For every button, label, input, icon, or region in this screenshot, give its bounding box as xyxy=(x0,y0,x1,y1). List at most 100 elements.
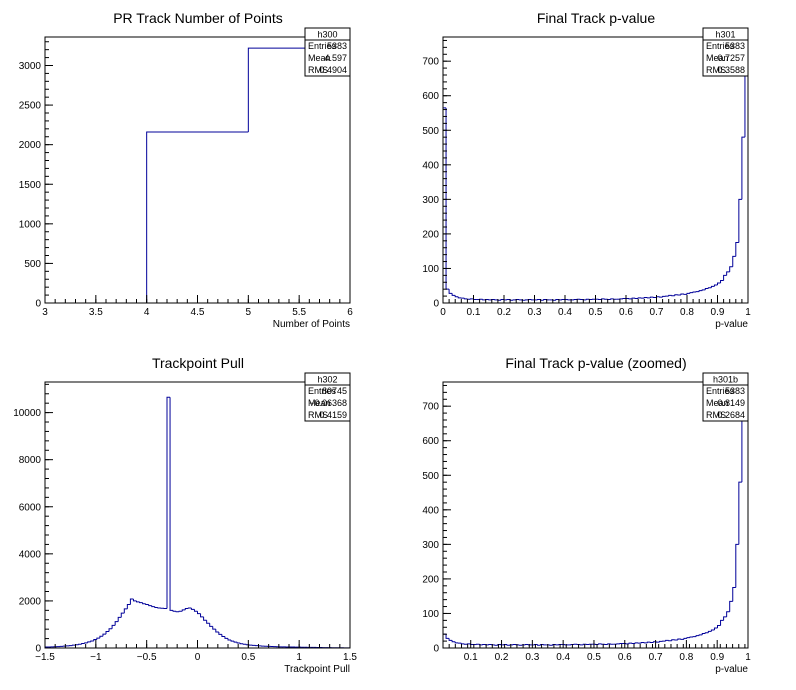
h301b-xtick-label-8: 0.9 xyxy=(710,652,724,663)
h301b-bin-85 xyxy=(701,632,706,635)
h300-frame xyxy=(44,36,351,304)
h301-bin-86 xyxy=(704,287,709,290)
h302-bin-28 xyxy=(129,598,134,605)
h302-bin-64 xyxy=(239,643,244,645)
h301-bin-13 xyxy=(482,299,486,301)
h302-bin-62 xyxy=(233,641,238,643)
h301b-bin-71 xyxy=(659,640,663,643)
h302-ytick-label-2: 4000 xyxy=(19,549,42,560)
h301-xtick-label-2: 0.2 xyxy=(497,307,511,318)
h301b-bin-87 xyxy=(707,630,712,633)
h302-bin-55 xyxy=(212,626,216,630)
h302-ytick-label-1: 2000 xyxy=(19,596,42,607)
h300-xtick-label-0: 3 xyxy=(42,307,48,318)
h300-xtick-label-1: 3.5 xyxy=(89,307,103,318)
h301b-bin-94 xyxy=(729,600,733,612)
h301-bin-2 xyxy=(448,289,453,294)
h302-ytick-label-0: 0 xyxy=(35,644,41,655)
h301b-bin-83 xyxy=(695,635,700,637)
h300-ytick-label-6: 3000 xyxy=(19,61,42,72)
h302-stats-frame xyxy=(304,372,351,422)
h302-bin-53 xyxy=(206,620,210,624)
h301-xtick-label-7: 0.7 xyxy=(650,307,664,318)
h301b-bin-4 xyxy=(454,641,459,644)
h301b-bin-97 xyxy=(738,481,742,545)
h302-bin-56 xyxy=(215,629,219,633)
h301b-bin-18 xyxy=(497,644,501,646)
h301b-xtick-label-9: 1 xyxy=(745,652,751,663)
h302-stats-label-2: RMS xyxy=(308,410,328,420)
h302-bin-57 xyxy=(218,631,222,635)
h302-bin-20 xyxy=(105,631,110,635)
h302-title: Trackpoint Pull xyxy=(152,355,244,371)
h301-bin-87 xyxy=(707,287,712,289)
h301b-bin-90 xyxy=(717,625,721,628)
h302-bin-24 xyxy=(117,616,122,622)
h301b-bin-31 xyxy=(537,644,541,646)
h302-stats-name: h302 xyxy=(317,375,337,385)
h302-xtick-label-3: 0 xyxy=(195,652,201,663)
h300-stats-value-0: 5383 xyxy=(327,41,347,51)
h302-histogram xyxy=(44,396,351,649)
panel-h300: PR Track Number of Points 3 3.5 4 4.5 5 5.5 6 0 5… xyxy=(19,10,353,330)
h301-bin-88 xyxy=(710,285,715,288)
h302-bin-27 xyxy=(126,603,131,609)
h301-stats-value-1: 0.7257 xyxy=(717,53,745,63)
h301-bin-95 xyxy=(732,255,736,267)
h301-stats-label-2: RMS xyxy=(706,65,726,75)
h301-title: Final Track p-value xyxy=(537,10,655,26)
h300-ytick-label-4: 2000 xyxy=(19,140,42,151)
h301b-bin-91 xyxy=(720,619,724,626)
h302-xtick-label-5: 1 xyxy=(296,652,302,663)
h301b-bin-54 xyxy=(607,643,611,645)
h302-bin-35 xyxy=(151,605,155,608)
h301b-ytick-label-7: 700 xyxy=(422,402,439,413)
h302-bin-21 xyxy=(108,628,113,632)
h301b-ytick-label-6: 600 xyxy=(422,436,439,447)
h301b-bin-32 xyxy=(540,644,544,646)
h301b-bin-61 xyxy=(628,642,633,644)
h302-ytick-label-4: 8000 xyxy=(19,455,42,466)
h301b-bin-93 xyxy=(726,611,730,617)
h300-stats-label-1: Mean xyxy=(308,53,331,63)
h301-xtick-label-1: 0.1 xyxy=(467,307,481,318)
h302-bin-25 xyxy=(120,612,125,618)
h301b-frame xyxy=(442,381,749,649)
h301b-xtick-label-3: 0.4 xyxy=(556,652,570,663)
h302-bin-23 xyxy=(114,621,119,626)
h301-ytick-label-1: 100 xyxy=(422,264,439,275)
h302-bin-18 xyxy=(99,635,103,639)
h300-ytick-label-0: 0 xyxy=(35,299,41,310)
h301b-bin-73 xyxy=(665,639,669,642)
h301-bin-97 xyxy=(738,198,742,243)
h302-bin-40 xyxy=(166,396,171,609)
h302-bin-42 xyxy=(172,610,177,612)
h302-xtick-label-0: −1.5 xyxy=(35,652,55,663)
h301b-bin-65 xyxy=(640,641,645,644)
h301-bin-98 xyxy=(741,136,745,200)
h301b-stats-label-0: Entries xyxy=(706,386,735,396)
h301b-ytick-label-5: 500 xyxy=(422,471,439,482)
h301b-bin-80 xyxy=(686,637,691,639)
h301b-bin-86 xyxy=(704,632,709,634)
h301b-histogram xyxy=(442,405,749,648)
h301-bin-89 xyxy=(713,284,718,287)
h301b-ytick-label-2: 200 xyxy=(422,574,439,585)
h302-stats-value-1: −0.06368 xyxy=(309,398,347,408)
h301-bin-47 xyxy=(585,298,590,300)
h302-bin-29 xyxy=(132,599,137,602)
panel-h302: Trackpoint Pull −1.5 −1 −0.5 0 0.5 1 1.5 0 2000 40… xyxy=(13,355,357,675)
h301-bin-91 xyxy=(720,280,724,283)
panel-h301b: Final Track p-value (zoomed) 0.1 0.2 0.3 0.4… xyxy=(422,355,751,675)
h301b-xtick-label-4: 0.5 xyxy=(587,652,601,663)
h301b-bin-84 xyxy=(698,634,703,636)
h301-bin-33 xyxy=(543,299,547,301)
h301-stats-value-2: 0.3588 xyxy=(717,65,745,75)
h301b-stats-name: h301b xyxy=(713,375,738,385)
h300-title: PR Track Number of Points xyxy=(113,10,283,26)
h302-xtick-label-6: 1.5 xyxy=(343,652,357,663)
h301-stats-label-1: Mean xyxy=(706,53,729,63)
h302-bin-59 xyxy=(224,636,228,639)
h301-ytick-label-6: 600 xyxy=(422,91,439,102)
